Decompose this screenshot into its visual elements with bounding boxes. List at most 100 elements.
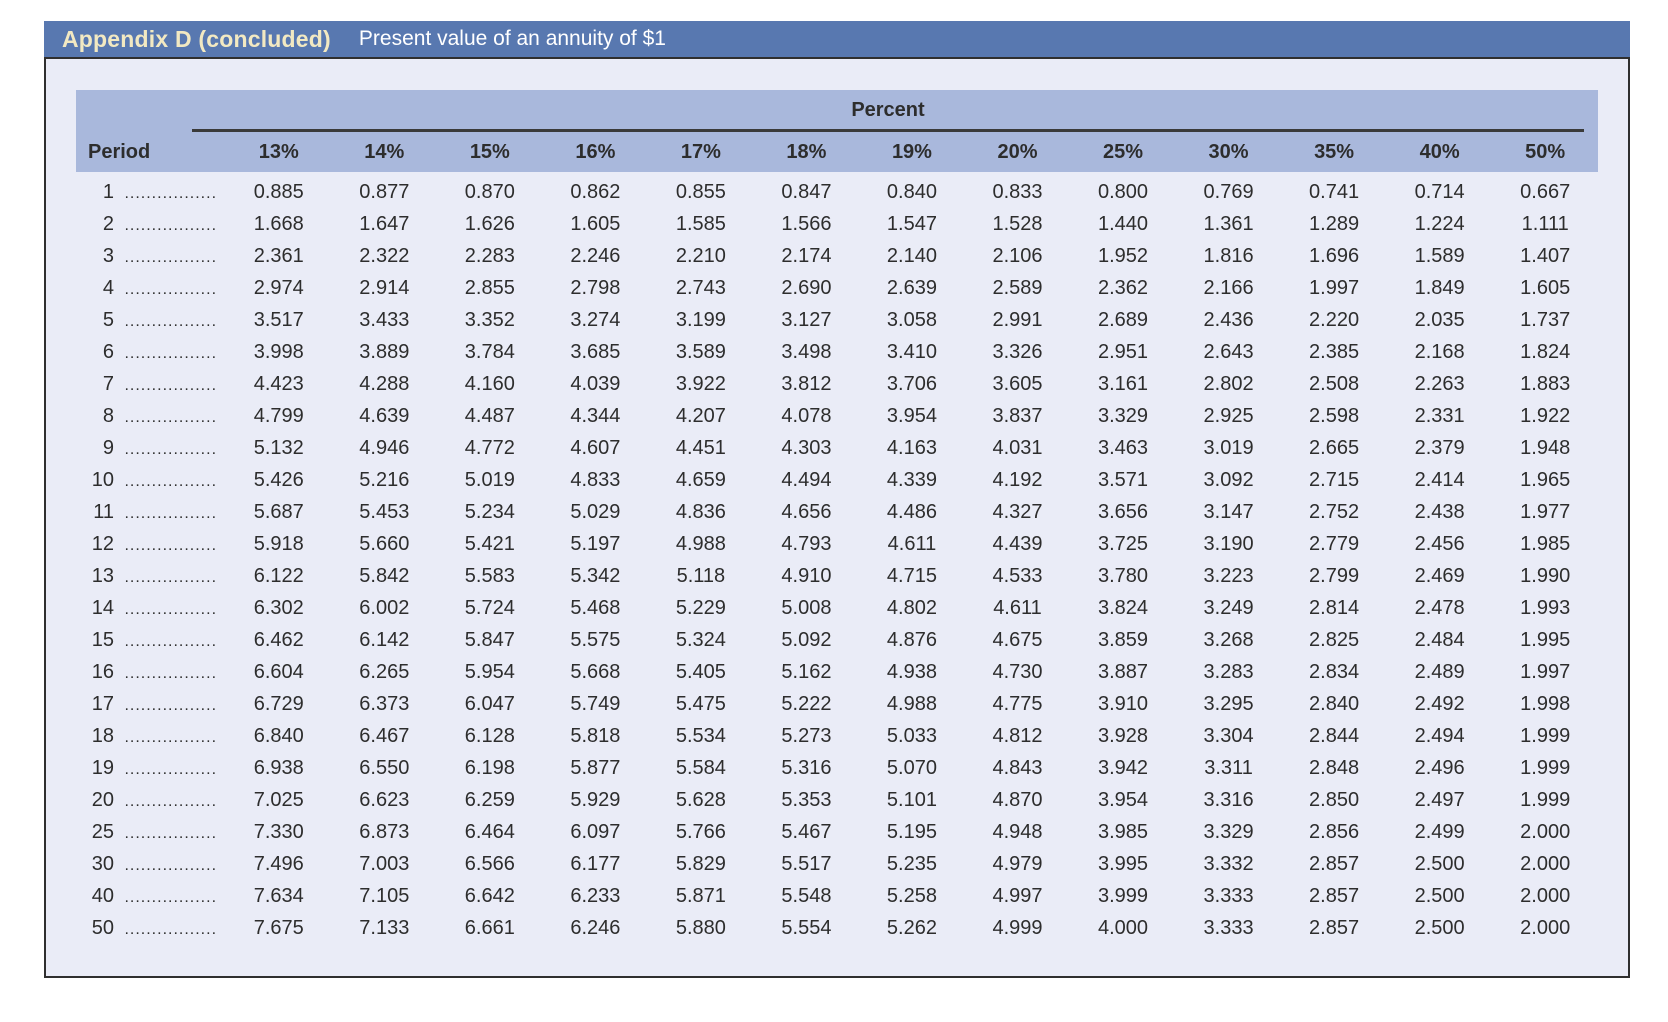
value-cell: 4.423	[253, 372, 304, 395]
value-cell: 3.922	[675, 372, 726, 395]
rate-column-header: 35%	[1281, 132, 1387, 172]
value-cell: 3.784	[464, 340, 515, 363]
table-row: 1 ................. 0.885 0.877 0.870 0.862…	[76, 172, 1598, 208]
value-cell: 2.779	[1309, 532, 1360, 555]
period-leader-dots: .................	[119, 920, 218, 938]
value-cell: 4.799	[253, 404, 304, 427]
value-cell: 1.849	[1414, 276, 1465, 299]
period-cell: 5 .................	[76, 304, 226, 336]
value-cell: 5.847	[464, 628, 515, 651]
value-cell: 2.639	[886, 276, 937, 299]
value-cell: 1.407	[1520, 244, 1571, 267]
value-cell: 0.833	[992, 180, 1043, 203]
value-cell: 5.342	[570, 564, 621, 587]
table-row: 2 ................. 1.668 1.647 1.626 1.605…	[76, 208, 1598, 240]
value-cell: 4.938	[886, 660, 937, 683]
value-cell: 1.816	[1203, 244, 1254, 267]
value-cell: 7.675	[253, 916, 304, 939]
value-cell: 6.642	[464, 884, 515, 907]
value-cell: 1.999	[1520, 788, 1571, 811]
period-leader-dots: .................	[119, 376, 218, 394]
value-cell: 3.295	[1203, 692, 1254, 715]
value-cell: 4.948	[992, 820, 1043, 843]
period-leader-dots: .................	[119, 664, 218, 682]
value-cell: 5.475	[675, 692, 726, 715]
value-cell: 2.000	[1520, 852, 1571, 875]
value-cell: 2.500	[1414, 852, 1465, 875]
value-cell: 5.405	[675, 660, 726, 683]
value-cell: 4.163	[886, 436, 937, 459]
value-cell: 0.667	[1520, 180, 1571, 203]
value-cell: 4.327	[992, 500, 1043, 523]
value-cell: 3.352	[464, 308, 515, 331]
value-cell: 7.330	[253, 820, 304, 843]
value-cell: 1.668	[253, 212, 304, 235]
value-cell: 5.008	[781, 596, 832, 619]
value-cell: 1.948	[1520, 436, 1571, 459]
value-cell: 5.687	[253, 500, 304, 523]
value-cell: 1.999	[1520, 724, 1571, 747]
table-row: 7 ................. 4.423 4.288 4.160 4.039…	[76, 368, 1598, 400]
period-leader-dots: .................	[119, 888, 218, 906]
value-cell: 2.000	[1520, 820, 1571, 843]
value-cell: 5.092	[781, 628, 832, 651]
value-cell: 3.019	[1203, 436, 1254, 459]
value-cell: 6.604	[253, 660, 304, 683]
value-cell: 5.517	[781, 852, 832, 875]
value-cell: 5.468	[570, 596, 621, 619]
value-cell: 5.229	[675, 596, 726, 619]
percent-label: Percent	[851, 99, 925, 121]
value-cell: 2.857	[1309, 852, 1360, 875]
rate-column-header: 18%	[753, 132, 860, 172]
value-cell: 1.111	[1521, 212, 1569, 235]
value-cell: 4.772	[464, 436, 515, 459]
value-cell: 5.118	[676, 564, 726, 587]
value-cell: 5.324	[675, 628, 726, 651]
value-cell: 6.122	[253, 564, 304, 587]
value-cell: 2.106	[992, 244, 1043, 267]
period-leader-dots: .................	[119, 760, 218, 778]
value-cell: 5.029	[570, 500, 621, 523]
value-cell: 2.497	[1414, 788, 1465, 811]
period-leader-dots: .................	[119, 408, 218, 426]
value-cell: 5.273	[781, 724, 832, 747]
value-cell: 3.954	[1097, 788, 1149, 811]
value-cell: 2.035	[1414, 308, 1465, 331]
value-cell: 1.289	[1309, 212, 1360, 235]
value-cell: 3.589	[675, 340, 726, 363]
value-cell: 5.668	[570, 660, 621, 683]
value-cell: 6.729	[253, 692, 304, 715]
value-cell: 4.160	[464, 372, 515, 395]
value-cell: 0.862	[570, 180, 621, 203]
value-cell: 5.197	[570, 532, 621, 555]
period-number: 11	[93, 500, 114, 523]
value-cell: 3.332	[1203, 852, 1254, 875]
value-cell: 4.639	[359, 404, 410, 427]
value-cell: 1.605	[570, 212, 621, 235]
value-cell: 4.533	[992, 564, 1043, 587]
value-cell: 1.997	[1309, 276, 1360, 299]
period-cell: 4 .................	[76, 272, 226, 304]
period-cell: 7 .................	[76, 368, 226, 400]
value-cell: 2.379	[1414, 436, 1465, 459]
period-number: 9	[102, 436, 114, 459]
value-cell: 3.995	[1097, 852, 1149, 875]
value-cell: 3.283	[1203, 660, 1254, 683]
value-cell: 5.575	[570, 628, 621, 651]
period-cell: 15 .................	[76, 624, 226, 656]
value-cell: 6.623	[359, 788, 410, 811]
value-cell: 2.438	[1414, 500, 1465, 523]
value-cell: 4.876	[886, 628, 937, 651]
value-cell: 6.259	[464, 788, 515, 811]
value-cell: 5.033	[886, 724, 937, 747]
value-cell: 3.199	[675, 308, 726, 331]
value-cell: 2.385	[1309, 340, 1360, 363]
value-cell: 3.998	[253, 340, 304, 363]
value-cell: 4.675	[992, 628, 1043, 651]
corner-cell	[76, 90, 226, 132]
value-cell: 4.802	[886, 596, 937, 619]
value-cell: 4.656	[781, 500, 832, 523]
value-cell: 5.829	[675, 852, 726, 875]
table-row: 4 ................. 2.974 2.914 2.855 2.798…	[76, 272, 1598, 304]
period-cell: 20 .................	[76, 784, 226, 816]
